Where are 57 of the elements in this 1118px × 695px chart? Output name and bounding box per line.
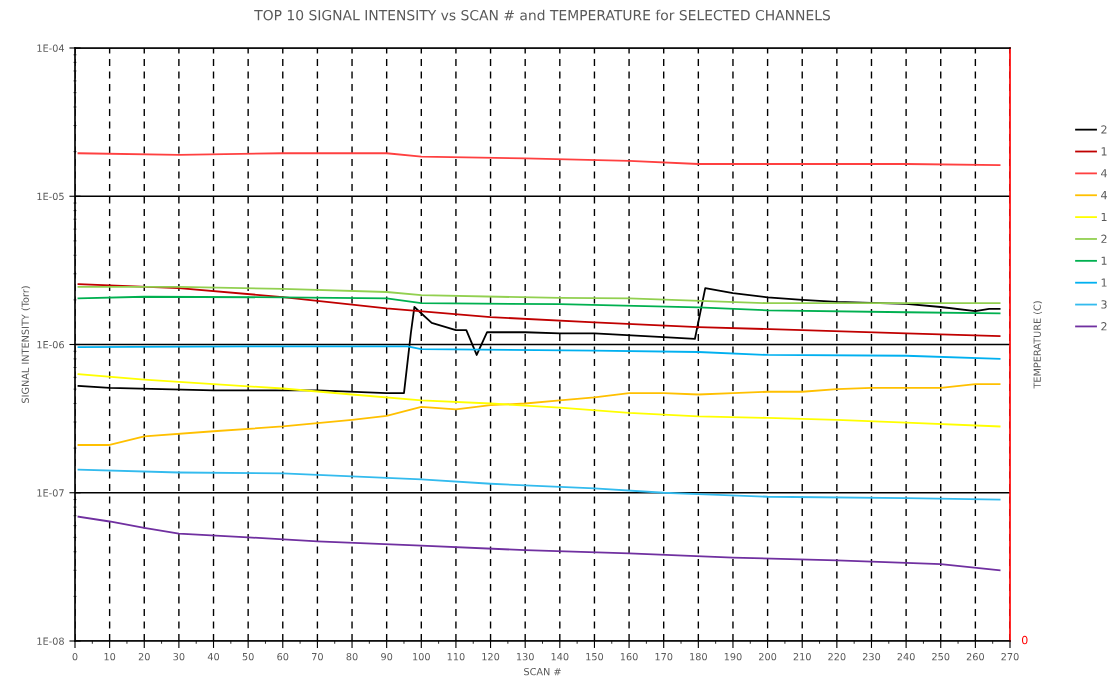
legend-label: 2 [1101,125,1107,134]
line-series [77,468,1001,501]
legend-label: 2 [1101,322,1107,331]
x-tick-label: 250 [932,652,950,661]
x-tick-label: 260 [966,652,984,661]
legend-label: 3 [1101,300,1107,309]
x-tick-label: 30 [173,652,185,661]
legend-label: 1 [1101,256,1107,265]
x-tick-label: 40 [207,652,220,661]
legend-label: 1 [1101,212,1107,221]
y2-axis-title: TEMPERATURE (C) [1033,301,1043,389]
x-tick-label: 60 [277,652,289,661]
x-tick-label: 50 [242,652,254,661]
x-tick-label: 80 [346,652,358,661]
legend-label: 4 [1101,169,1107,178]
x-tick-label: 150 [586,652,604,661]
legend-label: 1 [1101,147,1107,156]
y-tick-label: 1E-07 [37,489,64,497]
x-tick-label: 100 [413,652,430,661]
line-series [77,295,1001,315]
x-tick-label: 190 [724,652,742,661]
x-tick-label: 70 [312,652,323,661]
x-tick-label: 90 [381,652,393,661]
y-tick-label: 1E-04 [37,44,65,52]
x-tick-label: 240 [897,652,915,661]
legend-label: 4 [1101,191,1107,200]
x-tick-label: 110 [447,652,465,661]
line-series [77,515,1001,572]
line-series [77,383,1001,446]
x-tick-label: 120 [482,652,500,661]
x-tick-label: 20 [138,652,150,661]
y-tick-label: 1E-08 [37,637,64,645]
line-series [77,345,1001,360]
line-series [77,152,1001,167]
x-tick-label: 230 [862,652,881,661]
text: 0 [1021,635,1028,645]
x-tick-label: 10 [104,652,116,661]
x-tick-label: 130 [516,652,534,661]
x-tick-label: 220 [828,652,846,661]
x-tick-label: 210 [793,652,811,661]
y-tick-label: 1E-06 [37,340,64,349]
legend-label: 1 [1101,278,1107,287]
x-tick-label: 0 [72,652,78,661]
line-series [77,285,1001,305]
x-tick-label: 200 [759,652,777,661]
x-tick-label: 140 [551,652,569,661]
x-tick-label: 180 [690,652,707,661]
line-series [77,283,1001,337]
legend-label: 2 [1101,234,1107,243]
y-axis-title: SIGNAL INTENSITY (Torr) [21,286,31,403]
line-series [77,373,1001,428]
x-tick-label: 160 [620,652,638,661]
y-tick-label: 1E-05 [37,192,64,201]
x-tick-label: 170 [655,652,673,661]
chart-title: TOP 10 SIGNAL INTENSITY vs SCAN # and TEMPERATURE for SELECTED CHANNELS [254,9,831,21]
x-axis-title: SCAN # [524,667,561,676]
x-tick-label: 270 [1001,652,1019,661]
